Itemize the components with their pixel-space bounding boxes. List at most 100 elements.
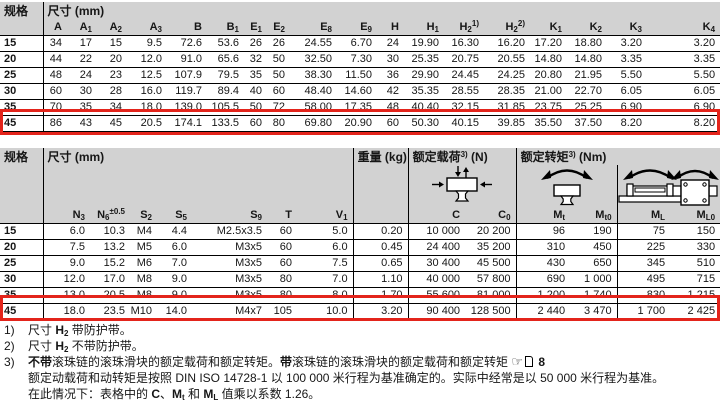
value-cell: 510 [696, 257, 716, 269]
value-cell: 75 [616, 223, 671, 239]
column-header: B1 [207, 19, 244, 35]
footnote-marker: 3) [4, 355, 15, 369]
value-cell: M10 [130, 305, 152, 317]
pointing-hand-icon: ☞ [511, 354, 524, 369]
value-cell: 7.30 [350, 53, 372, 65]
value-cell: 35.50 [534, 117, 562, 129]
footnote-line: 在此情况下：表格中的 C、Mt 和 ML 值乘以系数 1.26。 [4, 386, 716, 402]
value-cell: 40 [249, 85, 262, 97]
column-header: B [167, 19, 207, 35]
footnote-line: 3) 不带滚珠链的滚珠滑块的额定载荷和额定转矩。带滚珠链的滚珠滑块的额定载荷和额定… [4, 354, 716, 370]
value-cell: 23.5 [103, 305, 125, 317]
footnote-line: 1) 尺寸 H2 带防护带。 [4, 322, 716, 338]
value-cell: 225 [616, 239, 671, 255]
value-cell: M5 [136, 241, 152, 253]
value-cell: 79.5 [217, 69, 239, 81]
icon-header-row [0, 165, 720, 207]
value-cell: M3x5 [235, 273, 262, 285]
spec-column-header: 规格 [0, 148, 43, 223]
column-header: A [42, 19, 67, 35]
value-cell: 80 [279, 289, 292, 301]
column-header: K4 [647, 19, 720, 35]
value-cell: 50 [272, 69, 285, 81]
value-cell: 10 000 [407, 223, 466, 239]
value-cell: 48 [386, 101, 399, 113]
size-cell: 15 [4, 37, 17, 49]
value-cell: 715 [696, 273, 716, 285]
value-cell: 6.90 [620, 101, 642, 113]
table-row: 20 44 22 20 12.0 91.0 65.6 32 50 32.50 7.30 30 25.35… [0, 51, 720, 67]
value-cell: 20.5 [103, 289, 125, 301]
footnote-text: 不带滚珠链的滚珠滑块的额定载荷和额定转矩。带滚珠链的滚珠滑块的额定载荷和额定转矩… [28, 354, 546, 369]
footnotes: 1) 尺寸 H2 带防护带。 2) 尺寸 H2 不带防护带。 3) 不带滚珠链的滚珠滑块的… [4, 322, 716, 402]
value-cell: 6.90 [693, 101, 716, 113]
symbol-header-row: A A1 A2 A3 B B1 E1 E2 E8 E9 H H1 H21) H22) K1 K2 K3 K4 [0, 19, 720, 35]
size-cell: 25 [4, 69, 17, 81]
value-cell: 9.0 [171, 289, 187, 301]
value-cell: 6.05 [693, 85, 716, 97]
dimensions-table-body: 15 34 17 15 9.5 72.6 53.6 26 26 24.55 6.70 24 19.90 1… [0, 35, 720, 131]
value-cell: 35 [249, 69, 262, 81]
value-cell: 40 000 [407, 271, 466, 287]
value-cell: M4 [136, 225, 152, 237]
value-cell: 21.95 [574, 69, 602, 81]
symbol-header-row: N3 N6±0.5 S2 S5 S9 T V1 C C0 Mt Mt0 ML ML0 [0, 207, 720, 223]
value-cell: M8 [136, 289, 152, 301]
value-cell: 133.5 [211, 117, 239, 129]
value-cell: 14.80 [534, 53, 562, 65]
torque-rating-header: 额定转矩3) (Nm) [515, 148, 720, 165]
value-cell: 1 700 [616, 303, 671, 319]
value-cell: 24.25 [497, 69, 525, 81]
column-header: N3 [42, 207, 90, 223]
page-icon [525, 356, 534, 367]
value-cell: 37.50 [574, 117, 602, 129]
value-cell: 13.2 [103, 241, 125, 253]
value-cell: 1.10 [352, 271, 409, 287]
value-cell: 60 [279, 225, 292, 237]
value-cell: 20.90 [344, 117, 372, 129]
table-row: 20 7.5 13.2 M5 6.0 M3x5 60 6.0 0.45 24 400 35 200 3… [0, 239, 720, 255]
value-cell: 57 800 [476, 273, 511, 285]
footnote-marker: 1) [4, 323, 15, 337]
value-cell: 450 [593, 241, 612, 253]
value-cell: 23.75 [534, 101, 562, 113]
value-cell: 31.85 [497, 101, 525, 113]
value-cell: 69.80 [304, 117, 332, 129]
size-cell: 30 [4, 85, 17, 97]
value-cell: 17 [79, 37, 92, 49]
ratings-table: 规格 尺寸 (mm) 重量 (kg) 额定载荷3) (N) 额定转矩3) (Nm… [0, 148, 720, 320]
column-header: N6±0.5 [90, 207, 130, 223]
value-cell: 34 [109, 101, 122, 113]
value-cell: 4.4 [171, 225, 187, 237]
value-cell: 150 [696, 225, 716, 237]
value-cell: 26 [272, 37, 285, 49]
table-row-highlighted: 45 18.0 23.5 M10 14.0 M4x7 105 10.0 3.20 90 400 12… [0, 303, 720, 319]
column-header: A2 [97, 19, 127, 35]
value-cell: 20.75 [451, 53, 479, 65]
value-cell: 65.6 [217, 53, 239, 65]
value-cell: 42 [386, 85, 399, 97]
value-cell: 139.0 [174, 101, 202, 113]
table-row: 30 12.0 17.0 M8 9.0 M3x5 80 7.0 1.10 40 000 57 800… [0, 271, 720, 287]
size-cell: 20 [4, 241, 17, 253]
footnote-text: 尺寸 H2 带防护带。 [28, 323, 132, 338]
column-header: ML [616, 207, 671, 223]
value-cell: 40.15 [451, 117, 479, 129]
value-cell: 10.0 [326, 305, 348, 317]
value-cell: M3x5 [235, 289, 262, 301]
value-cell: M6 [136, 257, 152, 269]
footnote-line: 2) 尺寸 H2 不带防护带。 [4, 338, 716, 354]
column-header: Mt [515, 207, 571, 223]
value-cell: 25.25 [574, 101, 602, 113]
value-cell: 128 500 [470, 305, 511, 317]
value-cell: 330 [696, 241, 716, 253]
column-header: E8 [290, 19, 337, 35]
column-header: Mt0 [570, 207, 618, 223]
value-cell: 48.40 [304, 85, 332, 97]
value-cell: 48 [42, 67, 67, 83]
value-cell: 17.35 [344, 101, 372, 113]
table-row: 15 6.0 10.3 M4 4.4 M2.5x3.5 60 5.0 0.20 10 000 20 … [0, 223, 720, 239]
value-cell: 18.0 [140, 101, 162, 113]
weight-header: 重量 (kg) [352, 148, 409, 165]
